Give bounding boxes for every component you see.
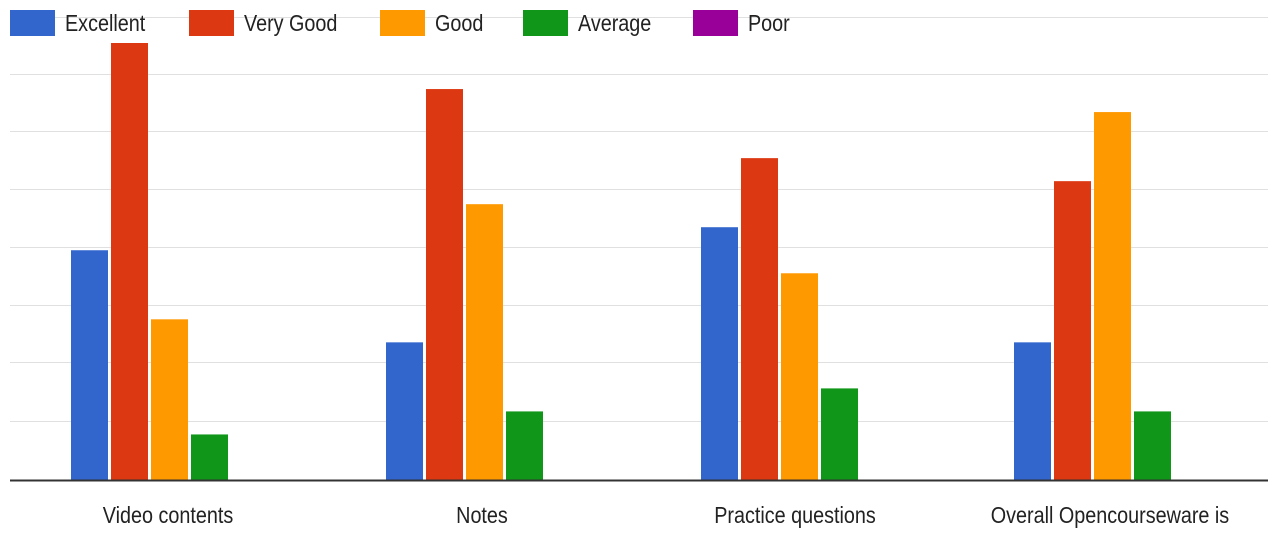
bar-very-good-1	[111, 43, 148, 481]
legend-label: Poor	[748, 11, 790, 37]
x-tick-label: Overall Opencourseware is	[991, 503, 1229, 529]
legend: Excellent Very Good Good Average Poor	[10, 10, 790, 36]
bar-excellent-3	[701, 227, 738, 481]
gridlines	[10, 17, 1268, 422]
bar-excellent-4	[1014, 342, 1051, 481]
legend-label: Very Good	[244, 11, 337, 37]
bar-good-3	[781, 273, 818, 481]
x-axis: Video contents Notes Practice questions Ove…	[10, 479, 1268, 529]
x-tick-label: Practice questions	[714, 503, 876, 529]
legend-swatch	[380, 10, 425, 36]
bar-good-4	[1094, 112, 1131, 481]
bar-good-2	[466, 204, 503, 481]
legend-swatch	[189, 10, 234, 36]
bar-average-2	[506, 411, 543, 481]
legend-item-good: Good	[380, 10, 483, 36]
legend-swatch	[523, 10, 568, 36]
legend-item-excellent: Excellent	[10, 10, 145, 36]
legend-label: Good	[435, 11, 483, 37]
bar-excellent-1	[71, 250, 108, 481]
legend-item-very-good: Very Good	[189, 10, 337, 36]
bar-average-4	[1134, 411, 1171, 481]
legend-item-average: Average	[523, 10, 651, 36]
bar-average-1	[191, 434, 228, 481]
bar-very-good-2	[426, 89, 463, 481]
x-tick-label: Video contents	[103, 503, 233, 529]
bars	[71, 43, 1171, 481]
bar-very-good-4	[1054, 181, 1091, 481]
legend-label: Average	[578, 11, 651, 37]
legend-item-poor: Poor	[693, 10, 790, 36]
legend-label: Excellent	[65, 11, 145, 37]
x-tick-label: Notes	[456, 503, 508, 529]
legend-swatch	[10, 10, 55, 36]
legend-swatch	[693, 10, 738, 36]
bar-good-1	[151, 319, 188, 481]
bar-excellent-2	[386, 342, 423, 481]
bar-average-3	[821, 388, 858, 481]
bar-very-good-3	[741, 158, 778, 481]
